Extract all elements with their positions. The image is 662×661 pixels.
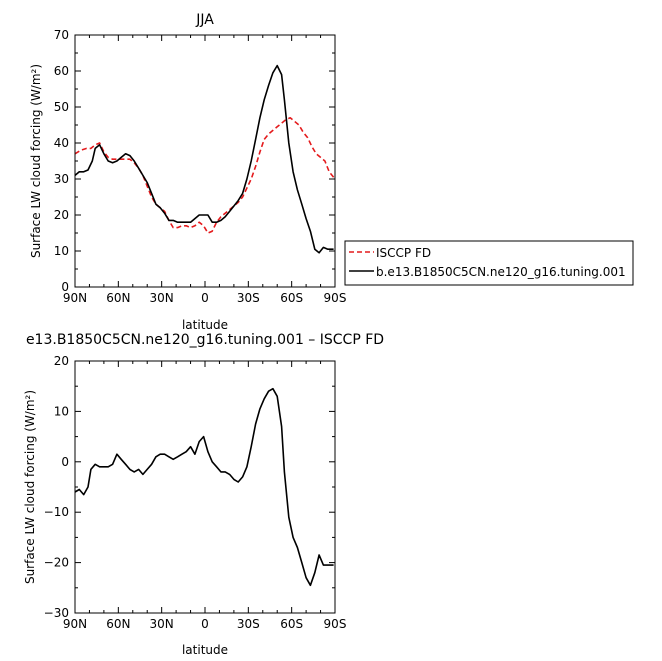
bottom-series-line-0 [74, 387, 334, 587]
bottom-chart-title: e13.B1850C5CN.ne120_g16.tuning.001 – ISC… [26, 332, 384, 348]
bottom-y-tick-label: −10 [44, 505, 69, 519]
bottom-x-tick-label: 60N [106, 617, 130, 631]
top-x-tick-label: 60N [106, 291, 130, 305]
bottom-x-tick-label: 60S [280, 617, 303, 631]
legend: ISCCP FD b.e13.B1850C5CN.ne120_g16.tunin… [344, 240, 634, 286]
bottom-x-tick-label: 30S [237, 617, 260, 631]
top-panel: JJA Surface LW cloud forcing (W/m²) lati… [29, 12, 346, 332]
top-x-tick-label: 90N [63, 291, 87, 305]
bottom-panel: e13.B1850C5CN.ne120_g16.tuning.001 – ISC… [23, 332, 384, 657]
top-y-tick-label: 10 [54, 244, 69, 258]
top-plot-frame [74, 34, 336, 288]
top-y-tick-label: 50 [54, 100, 69, 114]
top-y-axis-label: Surface LW cloud forcing (W/m²) [29, 64, 43, 258]
bottom-y-tick-label: 10 [54, 404, 69, 418]
legend-box [344, 240, 634, 286]
top-chart-title: JJA [195, 12, 214, 28]
bottom-x-tick-label: 90S [324, 617, 347, 631]
bottom-y-tick-label: 20 [54, 354, 69, 368]
bottom-y-axis-label: Surface LW cloud forcing (W/m²) [23, 390, 37, 584]
bottom-plot-frame [74, 360, 336, 614]
top-y-tick-label: 60 [54, 64, 69, 78]
top-series-line-0 [74, 117, 335, 234]
bottom-y-tick-label: 0 [61, 455, 69, 469]
bottom-y-tick-label: −30 [44, 606, 69, 620]
bottom-x-axis-label: latitude [182, 643, 228, 657]
legend-label-isccp: ISCCP FD [376, 246, 431, 260]
top-series-line-1 [74, 64, 334, 254]
top-y-tick-label: 70 [54, 28, 69, 42]
top-x-tick-label: 30N [150, 291, 174, 305]
top-x-tick-label: 90S [324, 291, 347, 305]
top-x-axis-label: latitude [182, 318, 228, 332]
top-y-tick-label: 30 [54, 172, 69, 186]
bottom-y-tick-label: −20 [44, 556, 69, 570]
legend-label-model: b.e13.B1850C5CN.ne120_g16.tuning.001 [376, 265, 626, 279]
bottom-x-tick-label: 90N [63, 617, 87, 631]
top-y-tick-label: 0 [61, 280, 69, 294]
top-x-tick-label: 30S [237, 291, 260, 305]
bottom-x-tick-label: 0 [201, 617, 209, 631]
top-y-tick-label: 40 [54, 136, 69, 150]
top-x-tick-label: 0 [201, 291, 209, 305]
top-x-tick-label: 60S [280, 291, 303, 305]
bottom-x-tick-label: 30N [150, 617, 174, 631]
top-y-tick-label: 20 [54, 208, 69, 222]
